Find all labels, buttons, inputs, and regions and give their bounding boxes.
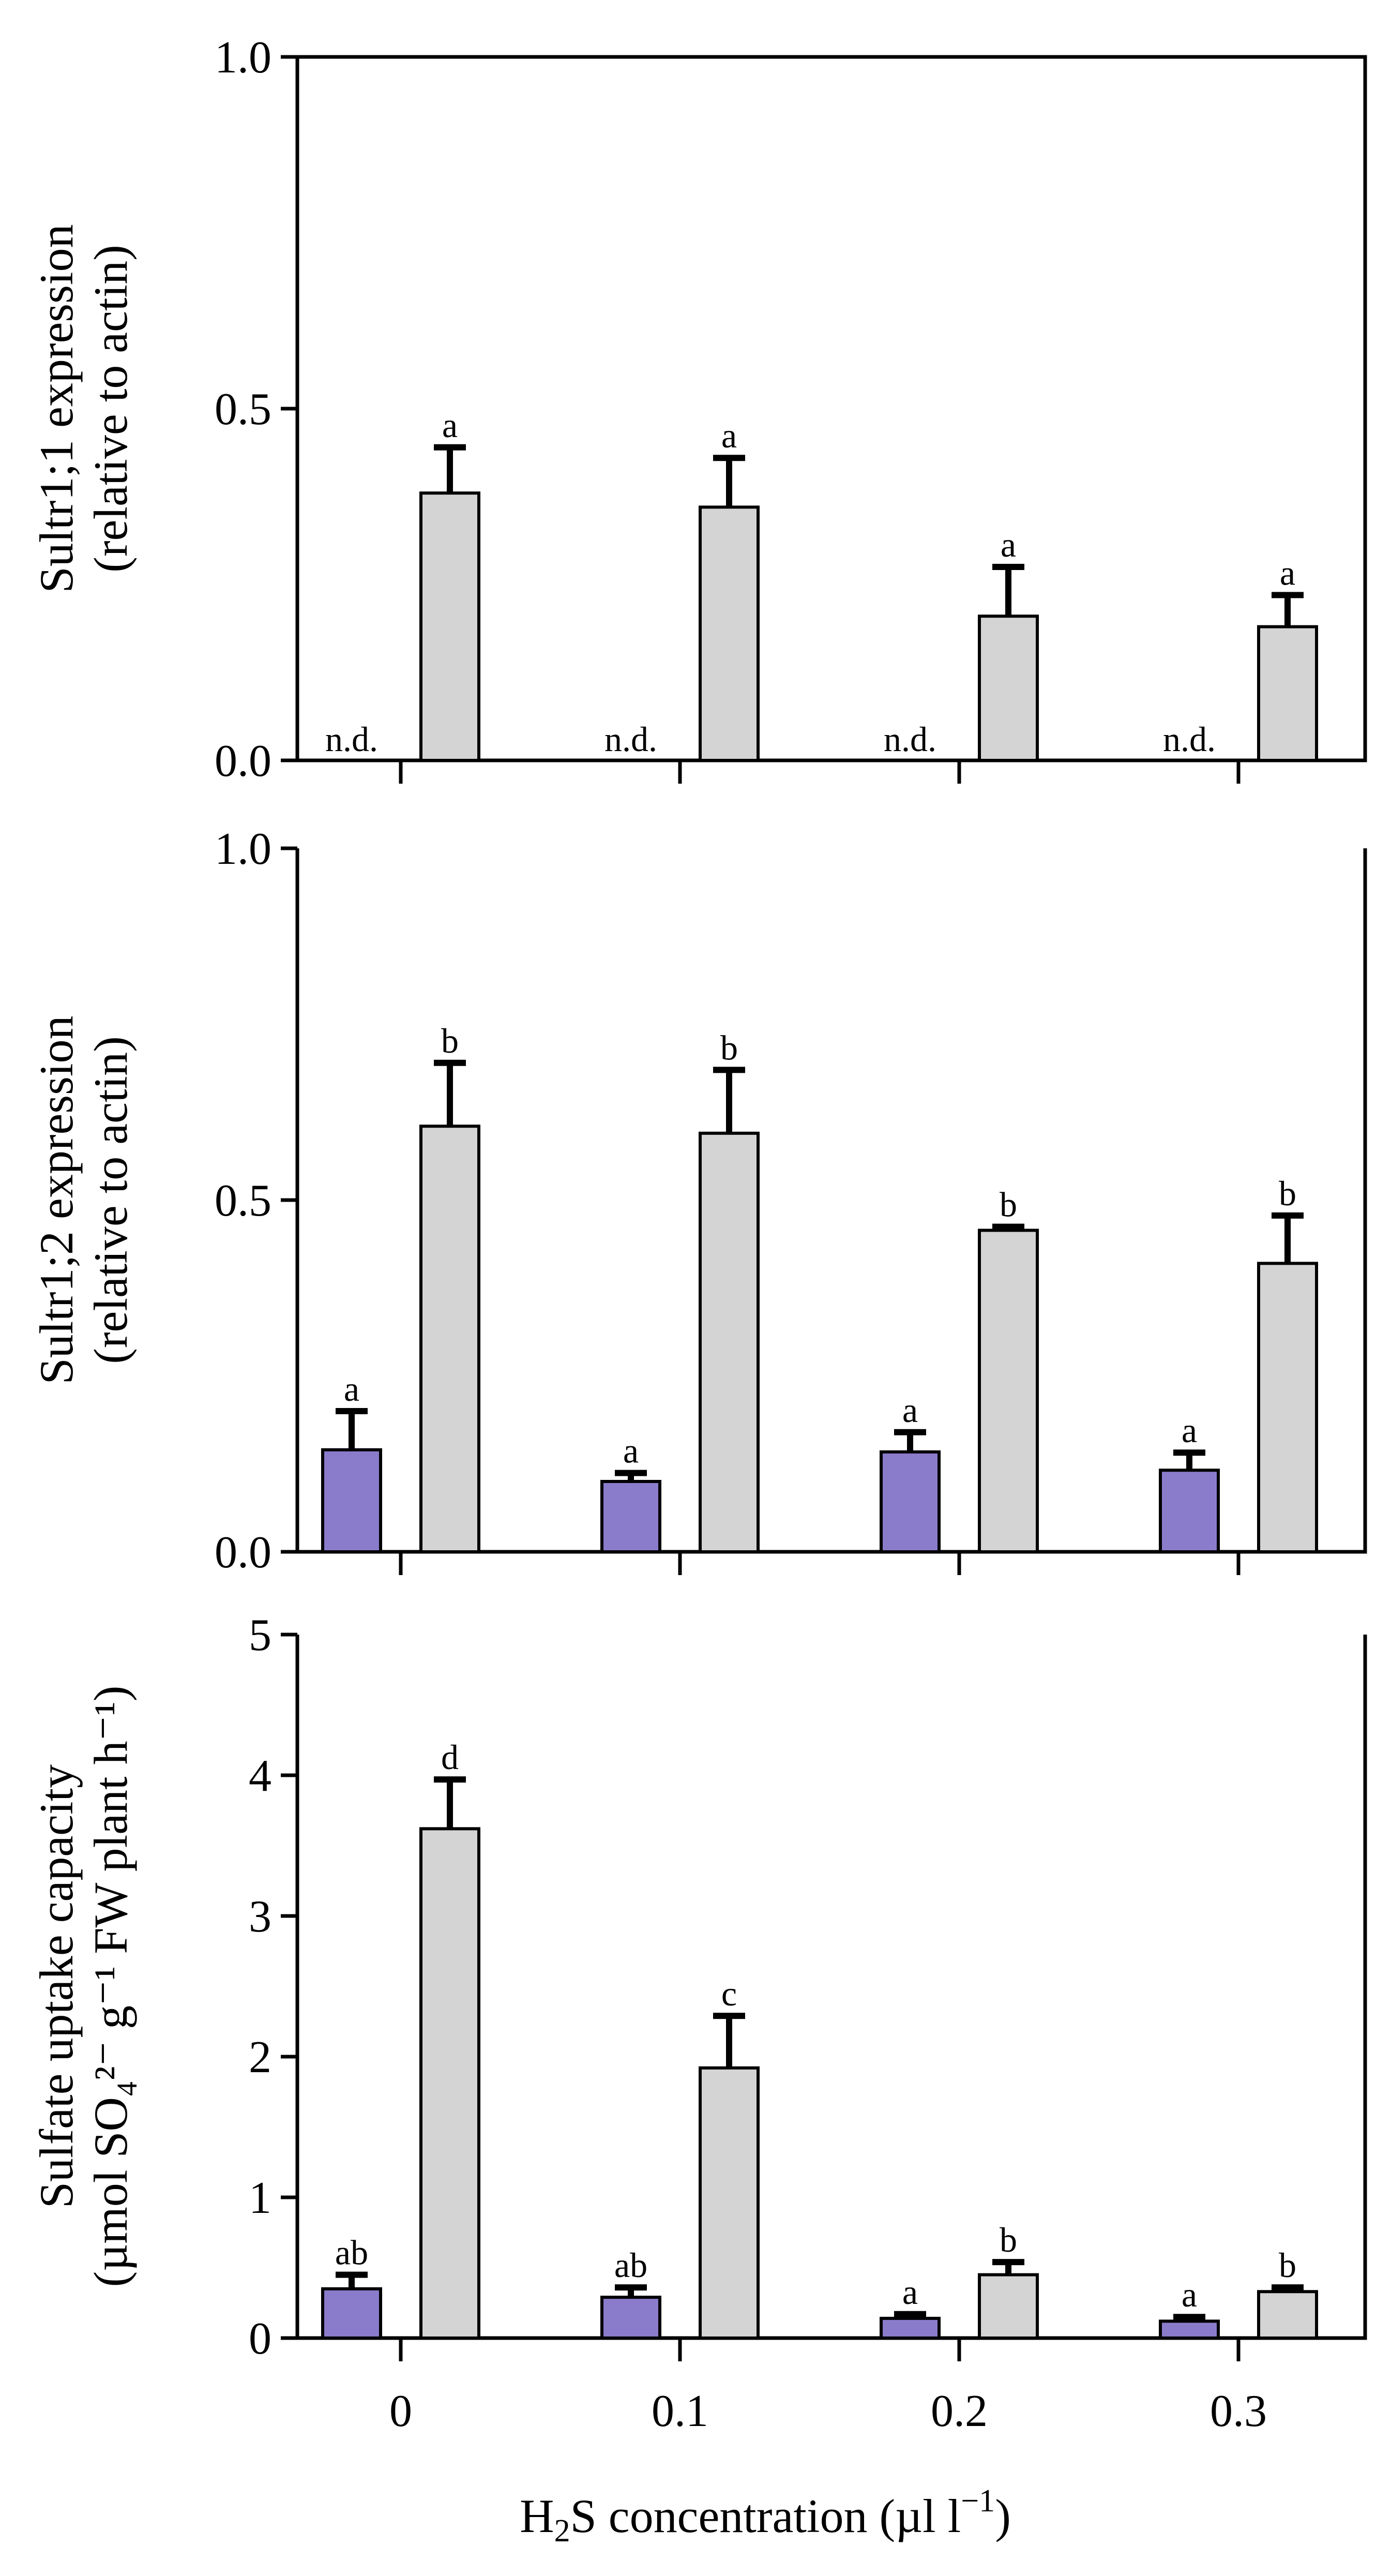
y-tick-label: 3 [249, 1892, 271, 1942]
x-tick-label: 0.3 [1210, 2386, 1267, 2436]
significance-letter: b [1279, 1174, 1296, 1213]
significance-letter: ab [614, 2245, 647, 2285]
significance-letter: a [721, 416, 737, 455]
significance-letter: b [441, 1021, 459, 1060]
significance-letter: a [902, 2272, 918, 2312]
significance-letter: a [1001, 525, 1016, 564]
x-tick-label: 0 [389, 2386, 412, 2436]
panel-top: 0.0 0.5 1.0 Sultr1;1 expression (relative to… [30, 33, 1367, 786]
significance-letter: a [442, 406, 458, 445]
bar-gray [1257, 2290, 1318, 2340]
significance-letter: c [721, 1974, 737, 2013]
bar-gray [699, 505, 760, 762]
nd-label: n.d. [604, 720, 657, 759]
x-tick-label: 0.2 [931, 2386, 988, 2436]
bar-gray [1257, 625, 1318, 762]
x-tick-label: 0.1 [652, 2386, 708, 2436]
y-tick-label: 0.5 [215, 384, 271, 435]
y-axis-label-line-1: Sultr1;1 expression [30, 224, 83, 593]
bar-purple [600, 2296, 661, 2340]
y-tick-label: 0.5 [215, 1176, 271, 1226]
y-axis-label-line-2: (relative to actin) [84, 245, 137, 572]
y-tick-label: 1 [249, 2173, 271, 2223]
significance-letter: d [441, 1738, 459, 1777]
bar-purple [880, 1450, 941, 1553]
panel-middle: 0.0 0.5 1.0 Sultr1;2 expression (relative to… [30, 824, 1367, 1578]
bar-gray [419, 1827, 480, 2340]
y-axis-label-line-2: (µmol SO₄²⁻ g⁻¹ FW plant h⁻¹) [84, 1686, 137, 2287]
bar-purple [600, 1480, 661, 1553]
bar-purple [321, 2287, 382, 2340]
y-tick-label: 4 [249, 1751, 271, 1801]
significance-letter: ab [335, 2233, 368, 2272]
y-axis-label-line-2: (relative to actin) [84, 1036, 137, 1364]
bar-gray [978, 615, 1039, 762]
significance-letter: a [1182, 2275, 1197, 2314]
bar-gray [419, 491, 480, 762]
axes-frame [295, 1635, 1367, 2340]
bar-gray [699, 2066, 760, 2340]
y-tick-label: 1.0 [215, 824, 271, 874]
significance-letter: b [1000, 2220, 1017, 2259]
significance-letter: b [720, 1028, 738, 1067]
significance-letter: a [1280, 553, 1295, 592]
y-tick-label: 1.0 [215, 33, 271, 83]
bar-gray [978, 2273, 1039, 2340]
nd-label: n.d. [1163, 720, 1216, 759]
y-axis-label-line-1: Sultr1;2 expression [30, 1016, 83, 1385]
y-tick-label: 0 [249, 2314, 271, 2364]
significance-letter: a [344, 1369, 359, 1409]
nd-label: n.d. [325, 720, 378, 759]
significance-letter: a [623, 1431, 639, 1471]
bar-purple [1159, 1469, 1220, 1553]
bar-gray [699, 1131, 760, 1554]
y-tick-label: 0.0 [215, 1527, 271, 1578]
y-axis-label-line-1: Sulfate uptake capacity [30, 1764, 83, 2208]
significance-letter: a [902, 1390, 918, 1430]
y-tick-label: 0.0 [215, 736, 271, 786]
bar-gray [419, 1125, 480, 1553]
bar-gray [1257, 1262, 1318, 1553]
bar-purple [1159, 2319, 1220, 2340]
bar-gray [978, 1229, 1039, 1553]
nd-label: n.d. [884, 720, 936, 759]
significance-letter: b [1279, 2245, 1296, 2285]
bar-purple [321, 1448, 382, 1554]
significance-letter: b [1000, 1185, 1017, 1224]
x-axis-label: H2S concentration (µl l−1) [520, 2483, 1011, 2549]
y-tick-label: 2 [249, 2032, 271, 2083]
panel-bottom: 0 1 2 3 4 5 Sulfate uptake capacity (µmol SO₄²⁻… [30, 1610, 1367, 2436]
bar-purple [880, 2316, 941, 2340]
significance-letter: a [1182, 1411, 1197, 1450]
y-tick-label: 5 [249, 1610, 271, 1660]
